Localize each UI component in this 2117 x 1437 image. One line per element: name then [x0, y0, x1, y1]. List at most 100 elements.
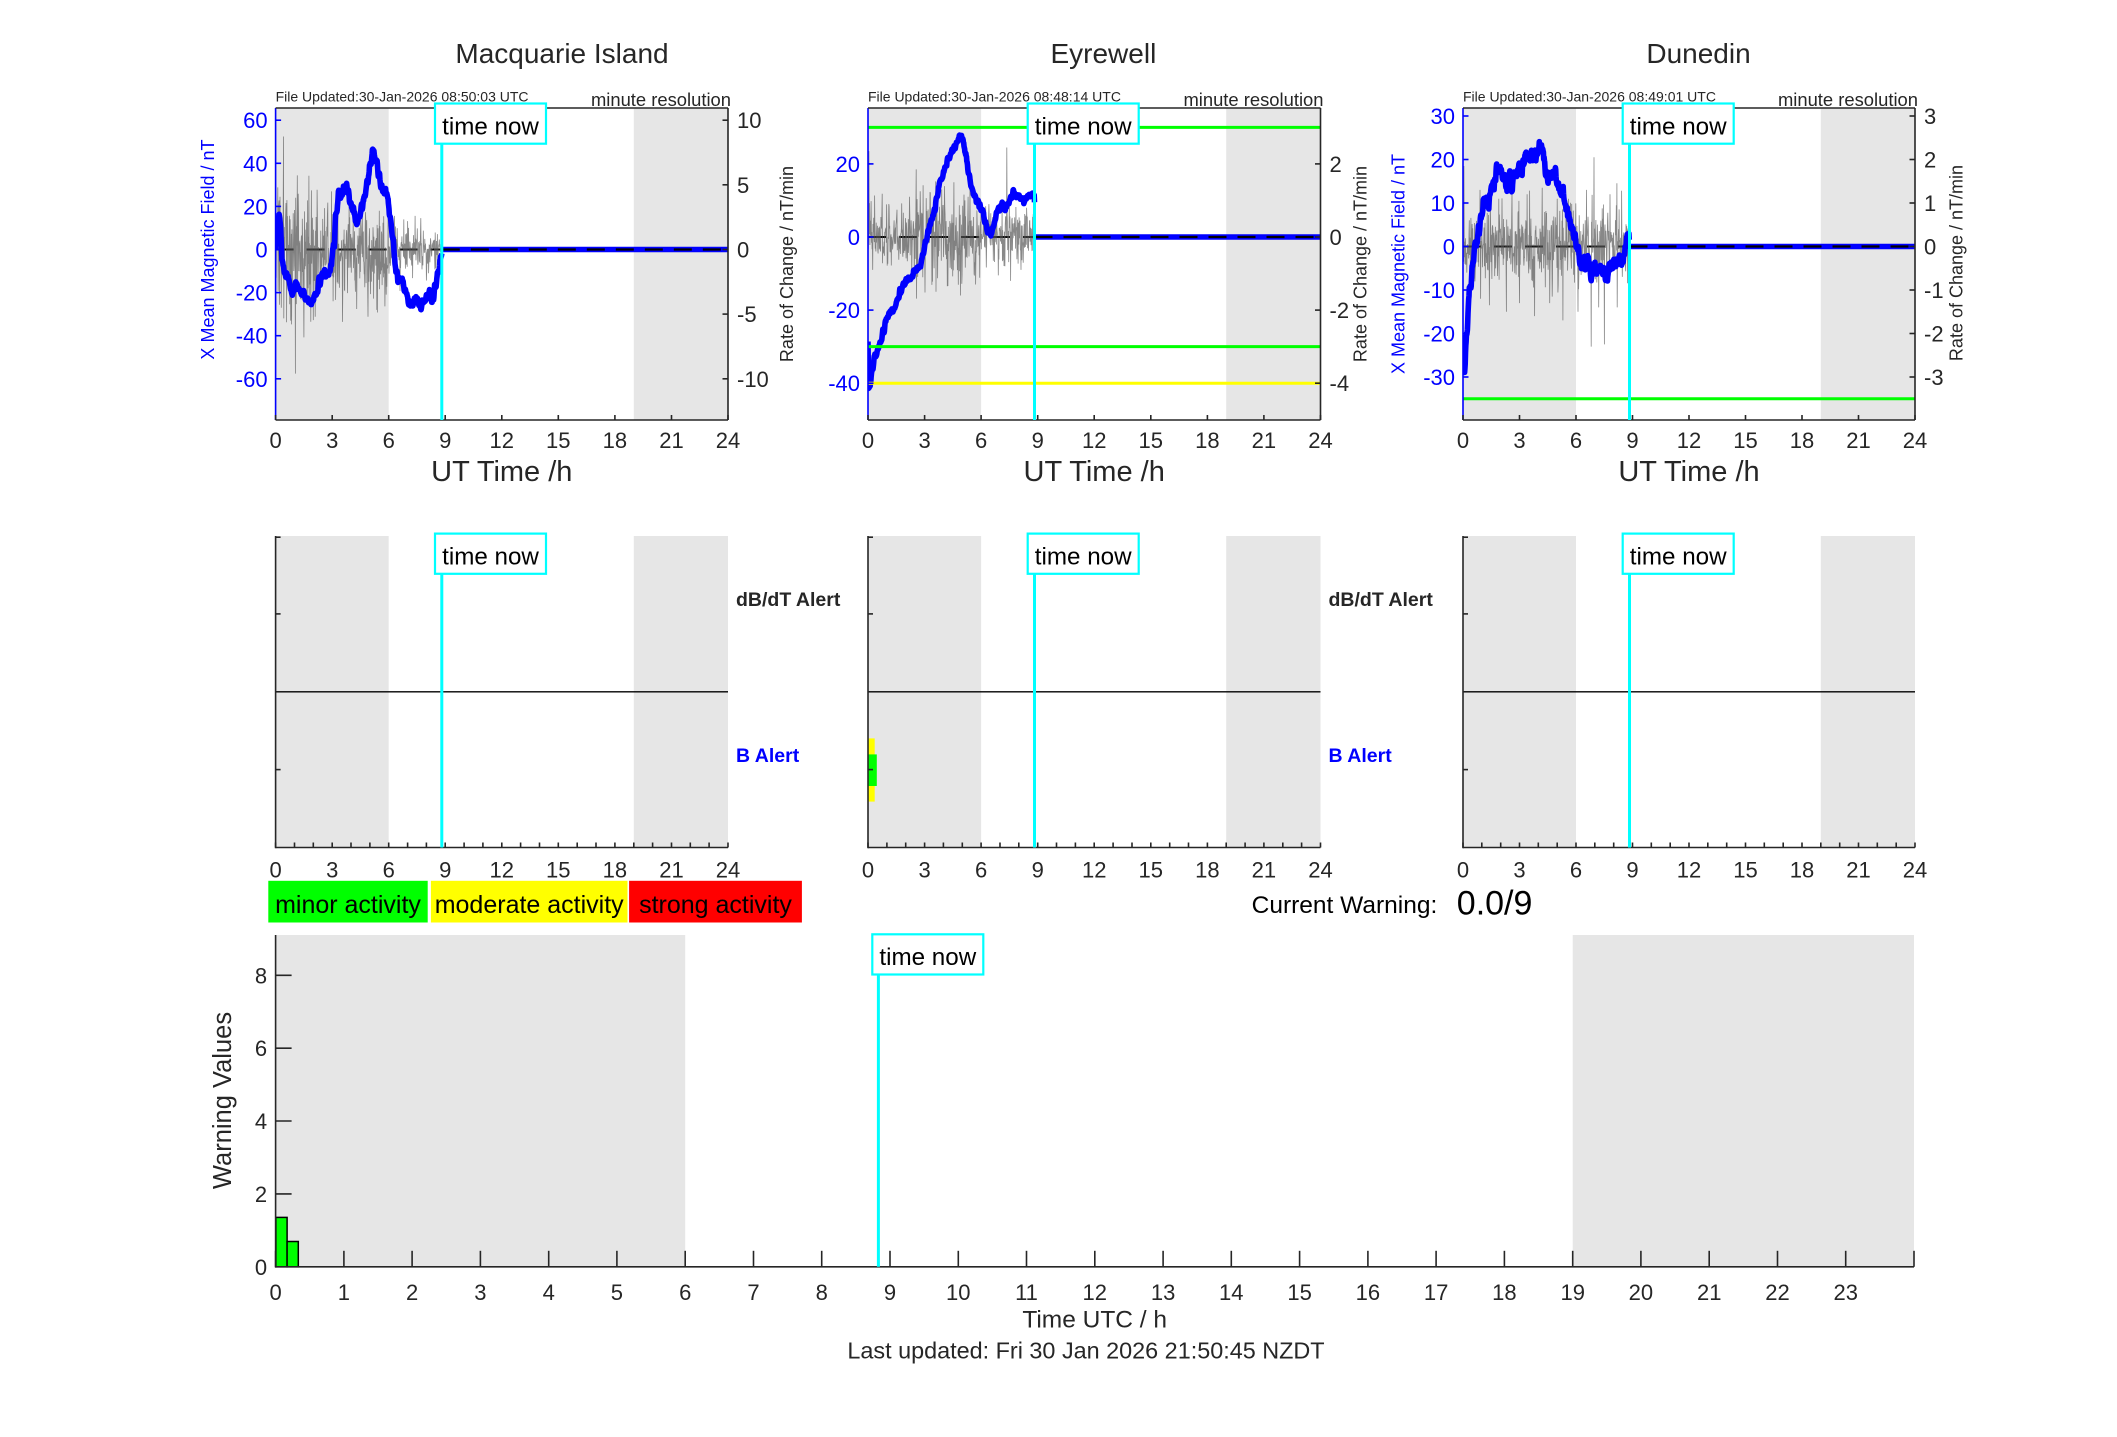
svg-text:24: 24 — [1903, 428, 1927, 453]
svg-text:-4: -4 — [1330, 371, 1350, 396]
svg-text:22: 22 — [1765, 1280, 1789, 1305]
svg-text:15: 15 — [1733, 428, 1757, 453]
svg-text:-2: -2 — [1330, 298, 1350, 323]
svg-text:5: 5 — [611, 1280, 623, 1305]
svg-text:18: 18 — [1195, 428, 1219, 453]
svg-text:5: 5 — [737, 173, 749, 198]
svg-text:12: 12 — [490, 858, 514, 883]
svg-text:15: 15 — [1139, 858, 1163, 883]
svg-text:Dunedin: Dunedin — [1646, 38, 1750, 69]
svg-text:3: 3 — [1924, 104, 1936, 129]
svg-text:0: 0 — [269, 428, 281, 453]
svg-text:8: 8 — [816, 1280, 828, 1305]
svg-text:6: 6 — [255, 1036, 267, 1061]
svg-text:6: 6 — [1570, 858, 1582, 883]
svg-text:time now: time now — [1630, 543, 1727, 570]
svg-text:9: 9 — [1626, 428, 1638, 453]
svg-text:X Mean Magnetic Field / nT: X Mean Magnetic Field / nT — [198, 139, 218, 359]
svg-text:-40: -40 — [828, 371, 860, 396]
svg-text:Warning Values: Warning Values — [209, 1012, 237, 1189]
svg-text:0: 0 — [269, 858, 281, 883]
svg-text:File Updated:30-Jan-2026 08:48: File Updated:30-Jan-2026 08:48:14 UTC — [868, 89, 1121, 105]
svg-text:dB/dT Alert: dB/dT Alert — [1329, 589, 1434, 611]
svg-text:minute resolution: minute resolution — [591, 89, 731, 110]
svg-text:B Alert: B Alert — [1329, 745, 1393, 767]
svg-text:24: 24 — [1308, 858, 1332, 883]
svg-text:6: 6 — [975, 428, 987, 453]
svg-text:15: 15 — [1139, 428, 1163, 453]
svg-text:0: 0 — [1457, 428, 1469, 453]
svg-text:7: 7 — [747, 1280, 759, 1305]
svg-text:24: 24 — [716, 428, 740, 453]
svg-text:File Updated:30-Jan-2026 08:50: File Updated:30-Jan-2026 08:50:03 UTC — [276, 89, 529, 105]
svg-text:13: 13 — [1151, 1280, 1175, 1305]
svg-text:20: 20 — [1629, 1280, 1653, 1305]
svg-text:9: 9 — [439, 858, 451, 883]
svg-text:12: 12 — [1677, 428, 1701, 453]
svg-text:4: 4 — [255, 1109, 267, 1134]
svg-text:B Alert: B Alert — [736, 745, 800, 767]
svg-text:-30: -30 — [1423, 365, 1455, 390]
svg-text:0: 0 — [1924, 235, 1936, 260]
svg-text:Rate of Change / nT/min: Rate of Change / nT/min — [1350, 166, 1370, 362]
svg-text:21: 21 — [659, 858, 683, 883]
svg-text:9: 9 — [1032, 428, 1044, 453]
svg-text:minor activity: minor activity — [275, 891, 421, 919]
svg-text:6: 6 — [383, 428, 395, 453]
svg-text:-20: -20 — [236, 281, 268, 306]
svg-text:3: 3 — [474, 1280, 486, 1305]
svg-text:-40: -40 — [236, 324, 268, 349]
svg-text:21: 21 — [1846, 428, 1870, 453]
svg-text:3: 3 — [1513, 428, 1525, 453]
svg-text:24: 24 — [1903, 858, 1927, 883]
svg-text:Time UTC / h: Time UTC / h — [1022, 1307, 1167, 1334]
svg-text:UT Time /h: UT Time /h — [431, 456, 572, 488]
svg-text:3: 3 — [1513, 858, 1525, 883]
svg-text:UT Time /h: UT Time /h — [1024, 456, 1165, 488]
svg-text:18: 18 — [603, 428, 627, 453]
svg-text:-20: -20 — [828, 298, 860, 323]
svg-text:18: 18 — [1790, 428, 1814, 453]
svg-text:30: 30 — [1431, 104, 1455, 129]
svg-text:18: 18 — [603, 858, 627, 883]
svg-text:12: 12 — [1082, 428, 1106, 453]
svg-text:15: 15 — [1733, 858, 1757, 883]
svg-text:time now: time now — [1035, 113, 1132, 140]
svg-text:3: 3 — [326, 858, 338, 883]
svg-text:8: 8 — [255, 963, 267, 988]
svg-text:12: 12 — [1677, 858, 1701, 883]
svg-text:time now: time now — [1035, 543, 1132, 570]
svg-text:0: 0 — [1457, 858, 1469, 883]
svg-text:UT Time /h: UT Time /h — [1618, 456, 1759, 488]
svg-text:6: 6 — [1570, 428, 1582, 453]
svg-text:10: 10 — [737, 108, 761, 133]
svg-text:dB/dT Alert: dB/dT Alert — [736, 589, 841, 611]
svg-text:18: 18 — [1790, 858, 1814, 883]
svg-text:moderate activity: moderate activity — [435, 891, 624, 919]
svg-text:21: 21 — [1846, 858, 1870, 883]
svg-text:15: 15 — [546, 428, 570, 453]
svg-text:0: 0 — [269, 1280, 281, 1305]
svg-text:24: 24 — [716, 858, 740, 883]
svg-text:9: 9 — [439, 428, 451, 453]
svg-text:0: 0 — [848, 225, 860, 250]
svg-text:0: 0 — [1443, 235, 1455, 260]
svg-text:21: 21 — [1697, 1280, 1721, 1305]
svg-text:4: 4 — [543, 1280, 555, 1305]
svg-text:-10: -10 — [737, 367, 769, 392]
svg-text:0: 0 — [737, 238, 749, 263]
svg-text:3: 3 — [918, 428, 930, 453]
svg-text:0: 0 — [862, 858, 874, 883]
svg-text:-3: -3 — [1924, 365, 1944, 390]
svg-text:Eyrewell: Eyrewell — [1050, 38, 1156, 69]
svg-text:3: 3 — [326, 428, 338, 453]
svg-text:16: 16 — [1356, 1280, 1380, 1305]
svg-text:-1: -1 — [1924, 278, 1944, 303]
svg-text:-5: -5 — [737, 302, 757, 327]
svg-text:time now: time now — [442, 543, 539, 570]
svg-text:2: 2 — [255, 1182, 267, 1207]
svg-text:time now: time now — [879, 944, 976, 971]
svg-text:15: 15 — [1287, 1280, 1311, 1305]
svg-text:-10: -10 — [1423, 278, 1455, 303]
svg-text:6: 6 — [679, 1280, 691, 1305]
